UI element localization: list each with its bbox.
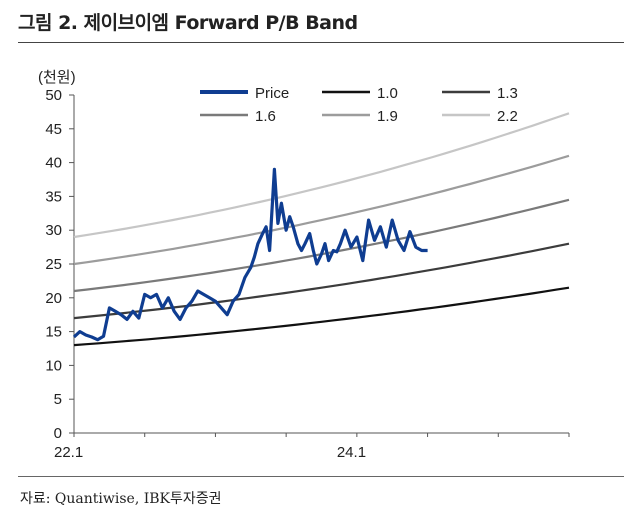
price-series xyxy=(72,167,428,342)
axes: 0 5 10 15 20 25 30 35 40 45 50 22.1 24.1 xyxy=(45,87,570,461)
legend: Price 1.0 1.3 1.6 1.9 2.2 xyxy=(200,85,518,125)
y-tick-label: 50 xyxy=(45,87,62,104)
y-tick-label: 20 xyxy=(45,290,62,307)
legend-label-1-0: 1.0 xyxy=(377,85,398,102)
band-lines xyxy=(73,112,570,347)
pb-band-chart: (천원) 0 5 10 15 20 25 30 35 40 45 50 22.1 24.1 Price 1… xyxy=(38,69,570,461)
x-tick-label: 24.1 xyxy=(337,444,366,461)
legend-label-2-2: 2.2 xyxy=(497,108,518,125)
figure-title: 그림 2. 제이브이엠 Forward P/B Band xyxy=(18,12,358,34)
y-tick-label: 30 xyxy=(45,222,62,239)
y-tick-label: 25 xyxy=(45,256,62,273)
y-tick-label: 0 xyxy=(54,425,62,442)
y-tick-label: 5 xyxy=(54,391,62,408)
legend-label-price: Price xyxy=(255,85,289,102)
y-tick-label: 15 xyxy=(45,324,62,341)
band-line-1-0 xyxy=(73,286,570,347)
x-tick-label: 22.1 xyxy=(54,444,83,461)
source-note: 자료: Quantiwise, IBK투자증권 xyxy=(20,491,222,507)
band-line-1-3 xyxy=(73,242,570,320)
price-line xyxy=(72,167,428,342)
band-line-1-9 xyxy=(73,154,570,266)
band-line-1-6 xyxy=(73,198,570,293)
source-divider xyxy=(18,476,624,477)
legend-label-1-9: 1.9 xyxy=(377,108,398,125)
y-tick-label: 40 xyxy=(45,155,62,172)
y-tick-label: 45 xyxy=(45,121,62,138)
y-tick-label: 35 xyxy=(45,188,62,205)
title-divider xyxy=(18,42,624,43)
y-tick-label: 10 xyxy=(45,357,62,374)
legend-label-1-6: 1.6 xyxy=(255,108,276,125)
band-line-2-2 xyxy=(73,112,570,239)
legend-label-1-3: 1.3 xyxy=(497,85,518,102)
y-axis-unit-label: (천원) xyxy=(38,69,76,86)
